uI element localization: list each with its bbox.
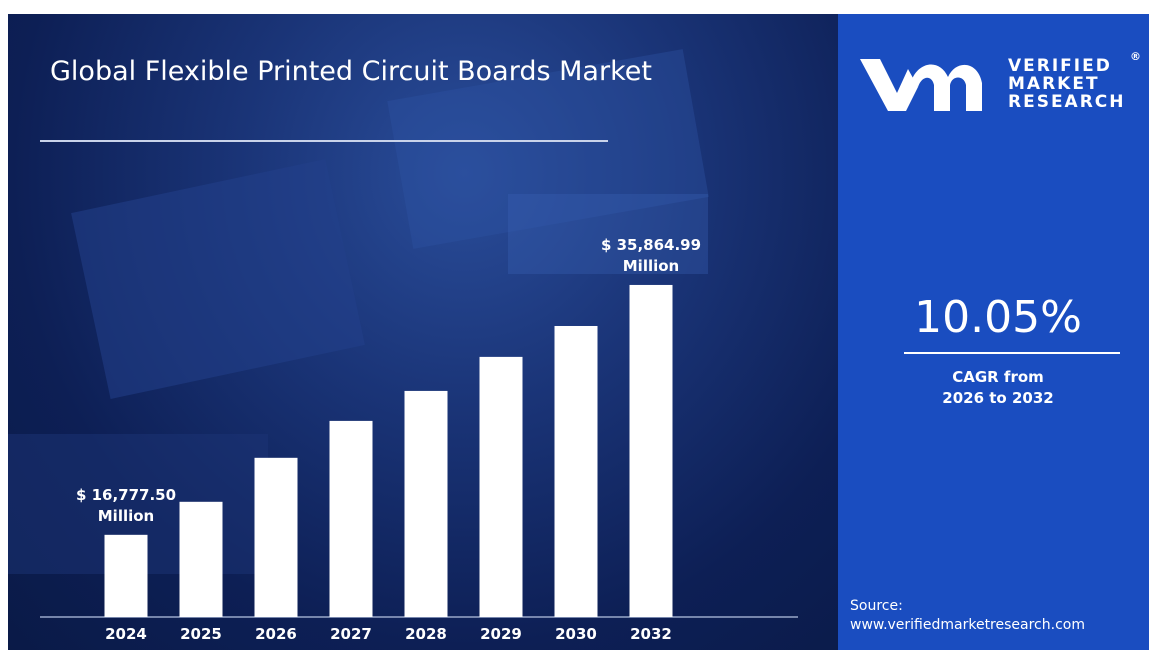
value-label: $ 35,864.99 Million: [600, 235, 702, 275]
chart: 2024 2025 2026 2027 2028 2029 2030 2032: [40, 140, 798, 643]
x-tick-label: 2030: [555, 625, 597, 643]
logo-mark: [860, 59, 982, 111]
cagr-value: 10.05%: [914, 292, 1082, 343]
x-tick-label: 2024: [105, 625, 147, 643]
cagr-label: CAGR from 2026 to 2032: [942, 368, 1054, 407]
side-panel: VERIFIED MARKET RESEARCH ® 10.05% CAGR f…: [838, 14, 1149, 650]
value-label: $ 16,777.50 Million: [75, 485, 177, 525]
bar: [329, 420, 373, 617]
bar: [179, 501, 223, 617]
chart-title: Global Flexible Printed Circuit Boards M…: [50, 56, 652, 87]
x-tick-label: 2032: [630, 625, 672, 643]
brand-text: MARKET: [1008, 74, 1100, 94]
background-art: [8, 49, 709, 574]
x-tick-label: 2029: [480, 625, 522, 643]
x-tick-label: 2027: [330, 625, 372, 643]
source-url: www.verifiedmarketresearch.com: [850, 617, 1085, 633]
bar: [479, 356, 523, 617]
x-tick-label: 2025: [180, 625, 222, 643]
brand-text: RESEARCH: [1008, 92, 1126, 112]
source-label: Source:: [850, 598, 903, 614]
bar: [554, 325, 598, 617]
cagr-rule: [904, 352, 1120, 354]
registered-mark: ®: [1130, 50, 1143, 63]
bar: [404, 390, 448, 617]
bar: [254, 457, 298, 617]
bar: [629, 284, 673, 617]
x-tick-label: 2028: [405, 625, 447, 643]
bar: [104, 534, 148, 617]
chart-panel: Global Flexible Printed Circuit Boards M…: [8, 14, 838, 650]
brand-text: VERIFIED: [1008, 56, 1112, 76]
x-tick-label: 2026: [255, 625, 297, 643]
